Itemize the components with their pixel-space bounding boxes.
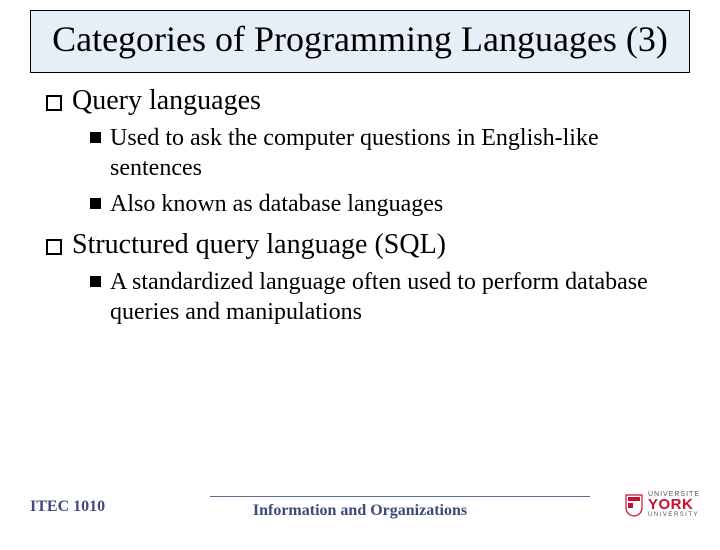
logo-name: YORK — [648, 496, 693, 513]
bullet-level2: Also known as database languages — [90, 189, 680, 219]
hollow-square-icon — [46, 95, 62, 111]
level1-text: Query languages — [72, 85, 261, 116]
university-logo: UNIVERSITE YORK UNIVERSITY — [624, 492, 700, 518]
slide-content: Query languages Used to ask the computer… — [40, 85, 680, 327]
footer-divider — [210, 496, 590, 497]
logo-text: UNIVERSITE YORK UNIVERSITY — [648, 492, 700, 518]
solid-square-icon — [90, 276, 101, 287]
level2-text: Also known as database languages — [110, 189, 443, 219]
solid-square-icon — [90, 132, 101, 143]
bullet-level2: A standardized language often used to pe… — [90, 267, 680, 327]
level2-text: Used to ask the computer questions in En… — [110, 123, 680, 183]
slide-title: Categories of Programming Languages (3) — [41, 19, 679, 60]
title-box: Categories of Programming Languages (3) — [30, 10, 690, 73]
slide-footer: ITEC 1010 Information and Organizations … — [0, 496, 720, 536]
footer-subtitle: Information and Organizations — [253, 502, 467, 520]
bullet-level1: Structured query language (SQL) — [46, 229, 680, 261]
crest-icon — [624, 493, 644, 517]
level2-text: A standardized language often used to pe… — [110, 267, 680, 327]
bullet-level1: Query languages — [46, 85, 680, 117]
bullet-level2: Used to ask the computer questions in En… — [90, 123, 680, 183]
hollow-square-icon — [46, 239, 62, 255]
level1-text: Structured query language (SQL) — [72, 229, 446, 260]
solid-square-icon — [90, 198, 101, 209]
course-code: ITEC 1010 — [30, 498, 105, 516]
logo-bottom-label: UNIVERSITY — [648, 513, 700, 518]
